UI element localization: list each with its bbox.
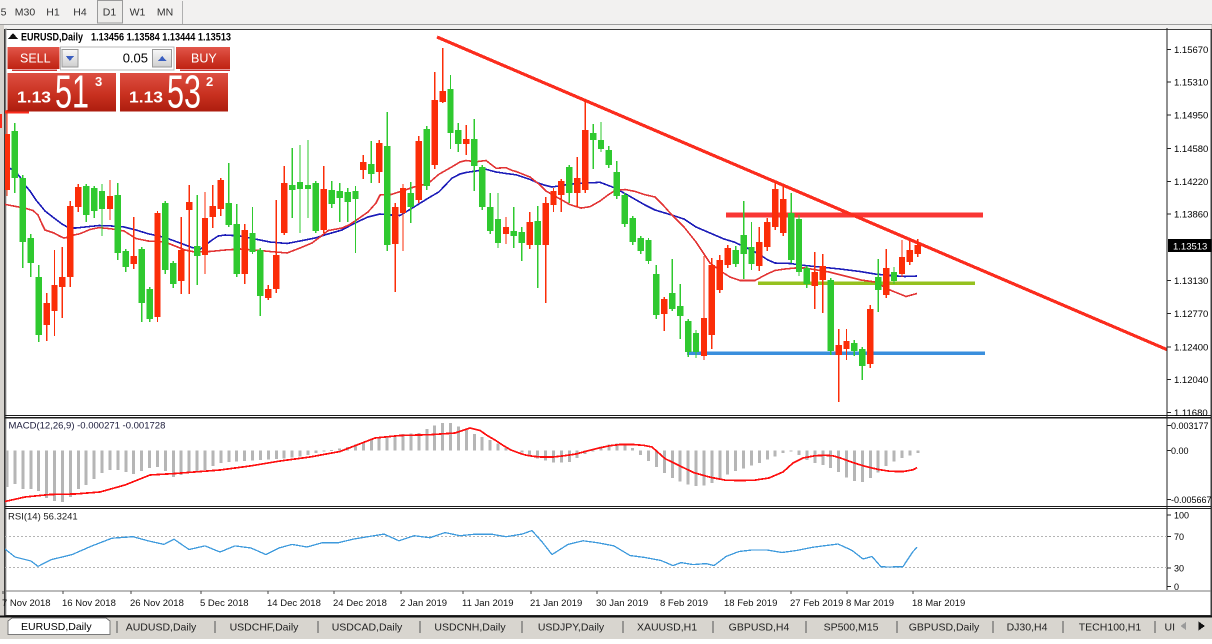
svg-text:EURUSD,Daily: EURUSD,Daily (21, 32, 84, 44)
svg-text:24 Dec 2018: 24 Dec 2018 (333, 598, 387, 609)
svg-text:30 Jan 2019: 30 Jan 2019 (596, 598, 648, 609)
svg-text:1.15310: 1.15310 (1174, 78, 1208, 89)
svg-text:0.00: 0.00 (1171, 446, 1189, 456)
svg-text:SP500,M15: SP500,M15 (824, 622, 879, 634)
svg-text:M30: M30 (15, 7, 36, 19)
svg-text:BUY: BUY (191, 52, 217, 66)
svg-text:30: 30 (1174, 564, 1184, 574)
svg-text:53: 53 (167, 66, 201, 118)
svg-text:GBPUSD,H4: GBPUSD,H4 (729, 622, 790, 634)
svg-text:1.15670: 1.15670 (1174, 45, 1208, 56)
svg-text:1.13: 1.13 (129, 90, 163, 107)
svg-text:DJ30,H4: DJ30,H4 (1007, 622, 1048, 634)
svg-text:5 Dec 2018: 5 Dec 2018 (200, 598, 249, 609)
svg-text:2 Jan 2019: 2 Jan 2019 (400, 598, 447, 609)
svg-text:1.12400: 1.12400 (1174, 343, 1208, 354)
svg-text:1.13: 1.13 (17, 90, 51, 107)
svg-text:AUDUSD,Daily: AUDUSD,Daily (126, 622, 197, 634)
svg-text:1.13130: 1.13130 (1174, 276, 1208, 287)
svg-text:0: 0 (1174, 582, 1179, 592)
svg-text:W1: W1 (130, 7, 146, 19)
svg-text:1.13456 1.13584 1.13444 1.1351: 1.13456 1.13584 1.13444 1.13513 (91, 32, 231, 44)
svg-text:7 Nov 2018: 7 Nov 2018 (2, 598, 51, 609)
svg-text:-0.005667: -0.005667 (1171, 495, 1212, 505)
svg-text:27 Feb 2019: 27 Feb 2019 (790, 598, 843, 609)
svg-text:USDCAD,Daily: USDCAD,Daily (332, 622, 403, 634)
svg-text:1.14580: 1.14580 (1174, 144, 1208, 155)
svg-text:18 Mar 2019: 18 Mar 2019 (912, 598, 965, 609)
svg-text:3: 3 (95, 74, 102, 89)
svg-text:1.12770: 1.12770 (1174, 309, 1208, 320)
svg-text:H1: H1 (46, 7, 60, 19)
svg-text:1.13860: 1.13860 (1174, 210, 1208, 221)
svg-text:11 Jan 2019: 11 Jan 2019 (462, 598, 514, 609)
svg-text:5: 5 (1, 7, 7, 19)
svg-text:1.11680: 1.11680 (1174, 408, 1208, 419)
svg-text:18 Feb 2019: 18 Feb 2019 (724, 598, 777, 609)
svg-text:H4: H4 (73, 7, 87, 19)
svg-text:8 Mar 2019: 8 Mar 2019 (846, 598, 894, 609)
svg-text:1.14220: 1.14220 (1174, 177, 1208, 188)
svg-text:GBPUSD,Daily: GBPUSD,Daily (909, 622, 980, 634)
svg-text:UI: UI (1165, 622, 1176, 634)
svg-text:21 Jan 2019: 21 Jan 2019 (530, 598, 582, 609)
svg-text:14 Dec 2018: 14 Dec 2018 (267, 598, 321, 609)
svg-text:USDCHF,Daily: USDCHF,Daily (230, 622, 300, 634)
svg-text:XAUUSD,H1: XAUUSD,H1 (637, 622, 697, 634)
svg-text:51: 51 (55, 66, 89, 118)
svg-text:1.12040: 1.12040 (1174, 375, 1208, 386)
svg-text:1.13513: 1.13513 (1173, 242, 1207, 253)
svg-text:100: 100 (1174, 511, 1189, 521)
svg-text:0.05: 0.05 (123, 51, 148, 66)
svg-text:RSI(14) 56.3241: RSI(14) 56.3241 (8, 512, 78, 523)
svg-text:8 Feb 2019: 8 Feb 2019 (660, 598, 708, 609)
svg-text:0.003177: 0.003177 (1171, 421, 1209, 431)
svg-text:26 Nov 2018: 26 Nov 2018 (130, 598, 184, 609)
svg-text:70: 70 (1174, 532, 1184, 542)
svg-text:USDCNH,Daily: USDCNH,Daily (434, 622, 506, 634)
svg-text:SELL: SELL (20, 52, 51, 66)
svg-text:D1: D1 (103, 7, 117, 19)
svg-text:MACD(12,26,9) -0.000271 -0.001: MACD(12,26,9) -0.000271 -0.001728 (9, 421, 166, 432)
svg-text:MN: MN (157, 7, 173, 19)
svg-text:TECH100,H1: TECH100,H1 (1079, 622, 1142, 634)
svg-text:16 Nov 2018: 16 Nov 2018 (62, 598, 116, 609)
svg-text:EURUSD,Daily: EURUSD,Daily (21, 621, 92, 633)
svg-text:1.14950: 1.14950 (1174, 110, 1208, 121)
svg-text:USDJPY,Daily: USDJPY,Daily (538, 622, 605, 634)
svg-text:2: 2 (206, 74, 213, 89)
